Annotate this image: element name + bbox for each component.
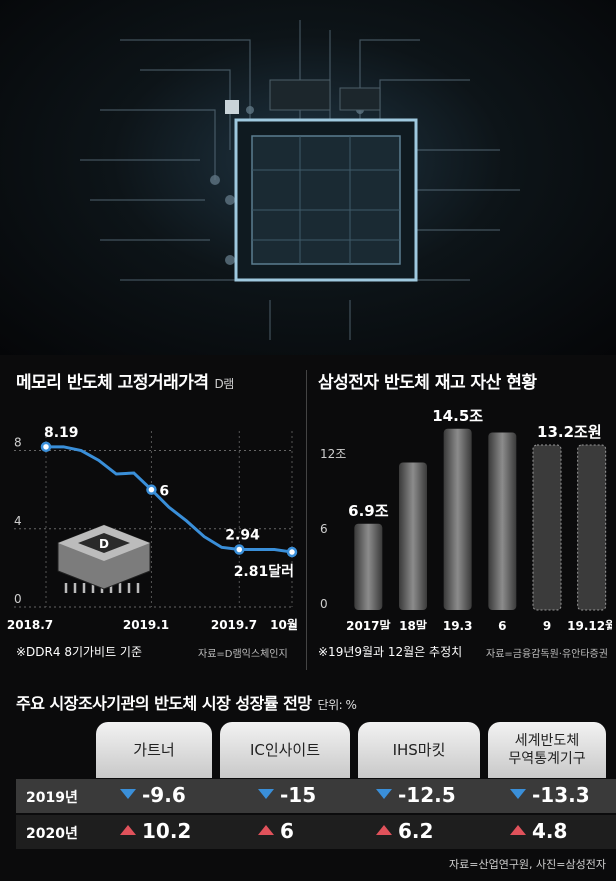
- inventory-note: ※19년9월과 12월은 추정치: [318, 645, 463, 659]
- data-label-recent: 2.94: [225, 528, 260, 544]
- chip-inner: [78, 533, 130, 553]
- column-header-wsts: 세계반도체 무역통계기구: [488, 722, 606, 778]
- data-label-end: 2.81달러: [234, 564, 294, 580]
- data-point: [286, 546, 298, 558]
- semiconductor-photo: [0, 0, 616, 355]
- bar-estimated: [532, 444, 562, 611]
- x-tick-label: 2019.1: [123, 618, 169, 632]
- growth-table-title: 주요 시장조사기관의 반도체 시장 성장률 전망 단위: %: [16, 694, 357, 713]
- down-triangle-icon: [120, 789, 136, 799]
- y-tick-label: 0: [320, 597, 328, 611]
- cell-2019-ic-insights: -15: [258, 783, 316, 807]
- column-header-ic-insights: IC인사이트: [220, 722, 350, 778]
- cell-2020-gartner: 10.2: [120, 819, 191, 843]
- x-tick-label: 10월: [270, 617, 298, 632]
- x-tick-label: 19.3: [443, 619, 473, 630]
- bar: [443, 428, 472, 610]
- cell-2019-ihs-markit: -12.5: [376, 783, 456, 807]
- up-triangle-icon: [510, 825, 526, 835]
- y-tick-label: 4: [14, 514, 22, 528]
- column-header-gartner: 가트너: [96, 722, 212, 778]
- x-tick-label: 2017말: [346, 619, 390, 630]
- y-tick-label: 6: [320, 522, 328, 536]
- bar: [354, 523, 383, 610]
- table-row: 2019년 -9.6 -15 -12.5 -13.3: [16, 779, 616, 813]
- inventory-chart-title: 삼성전자 반도체 재고 자산 현황: [318, 373, 537, 393]
- dram-price-panel: 메모리 반도체 고정거래가격 D램: [16, 368, 301, 393]
- x-tick-label: 9: [543, 619, 551, 630]
- y-tick-label: 8: [14, 436, 22, 450]
- y-tick-label: 12조: [320, 447, 346, 461]
- data-point: [146, 484, 157, 495]
- growth-table-unit: 단위: %: [317, 698, 357, 712]
- data-point: [234, 544, 245, 555]
- cell-2020-ic-insights: 6: [258, 819, 294, 843]
- down-triangle-icon: [258, 789, 274, 799]
- y-tick-label: 0: [14, 592, 22, 606]
- bar-value-label: 14.5조: [432, 407, 483, 425]
- chip-letter: D: [99, 537, 109, 551]
- bar-value-label: 13.2조원: [537, 423, 602, 441]
- x-tick-label: 19.12월: [567, 618, 612, 630]
- price-line: [46, 445, 293, 554]
- dram-chart-subtitle: D램: [214, 377, 235, 391]
- bar-estimated: [577, 444, 607, 611]
- column-header-ihs-markit: IHS마킷: [358, 722, 480, 778]
- cell-2020-ihs-markit: 6.2: [376, 819, 433, 843]
- up-triangle-icon: [120, 825, 136, 835]
- dram-note: ※DDR4 8기가비트 기준: [16, 645, 143, 659]
- circuit-board-illustration: [80, 20, 520, 340]
- bar: [488, 432, 517, 610]
- cell-2019-gartner: -9.6: [120, 783, 186, 807]
- dram-price-line-chart: 0 4 8 2018.7 2019.1 2019.7 10월 D 8.19 6 2.94 2.81달러: [7, 425, 298, 632]
- table-row: 2020년 10.2 6 6.2 4.8: [16, 815, 616, 849]
- inventory-panel: 삼성전자 반도체 재고 자산 현황: [318, 368, 608, 393]
- x-tick-label: 18말: [399, 619, 427, 630]
- x-tick-label: 6: [498, 619, 506, 630]
- row-label-2019: 2019년: [26, 790, 78, 806]
- chip-icon: D: [57, 524, 151, 593]
- row-label-2020: 2020년: [26, 826, 78, 842]
- data-label-mid: 6: [159, 484, 169, 500]
- down-triangle-icon: [510, 789, 526, 799]
- panel-divider: [306, 370, 307, 670]
- data-label-start: 8.19: [44, 425, 79, 441]
- bar: [399, 462, 427, 610]
- cell-2019-wsts: -13.3: [510, 783, 590, 807]
- credit-line: 자료=산업연구원, 사진=삼성전자: [449, 858, 606, 871]
- cell-2020-wsts: 4.8: [510, 819, 567, 843]
- inventory-bar-chart: 0 6 12조 2017말 6.9조 18말 19.3 14.5조 6 9 19.12월 13.2조원: [320, 407, 612, 630]
- bar-value-label: 6.9조: [348, 502, 389, 520]
- up-triangle-icon: [258, 825, 274, 835]
- dram-source: 자료=D램익스체인지: [198, 649, 288, 660]
- x-tick-label: 2019.7: [211, 618, 257, 632]
- inventory-source: 자료=금융감독원·유안타증권: [486, 649, 608, 660]
- x-tick-label: 2018.7: [7, 618, 53, 632]
- dram-chart-title: 메모리 반도체 고정거래가격 D램: [16, 373, 235, 393]
- data-point: [40, 441, 52, 453]
- down-triangle-icon: [376, 789, 392, 799]
- up-triangle-icon: [376, 825, 392, 835]
